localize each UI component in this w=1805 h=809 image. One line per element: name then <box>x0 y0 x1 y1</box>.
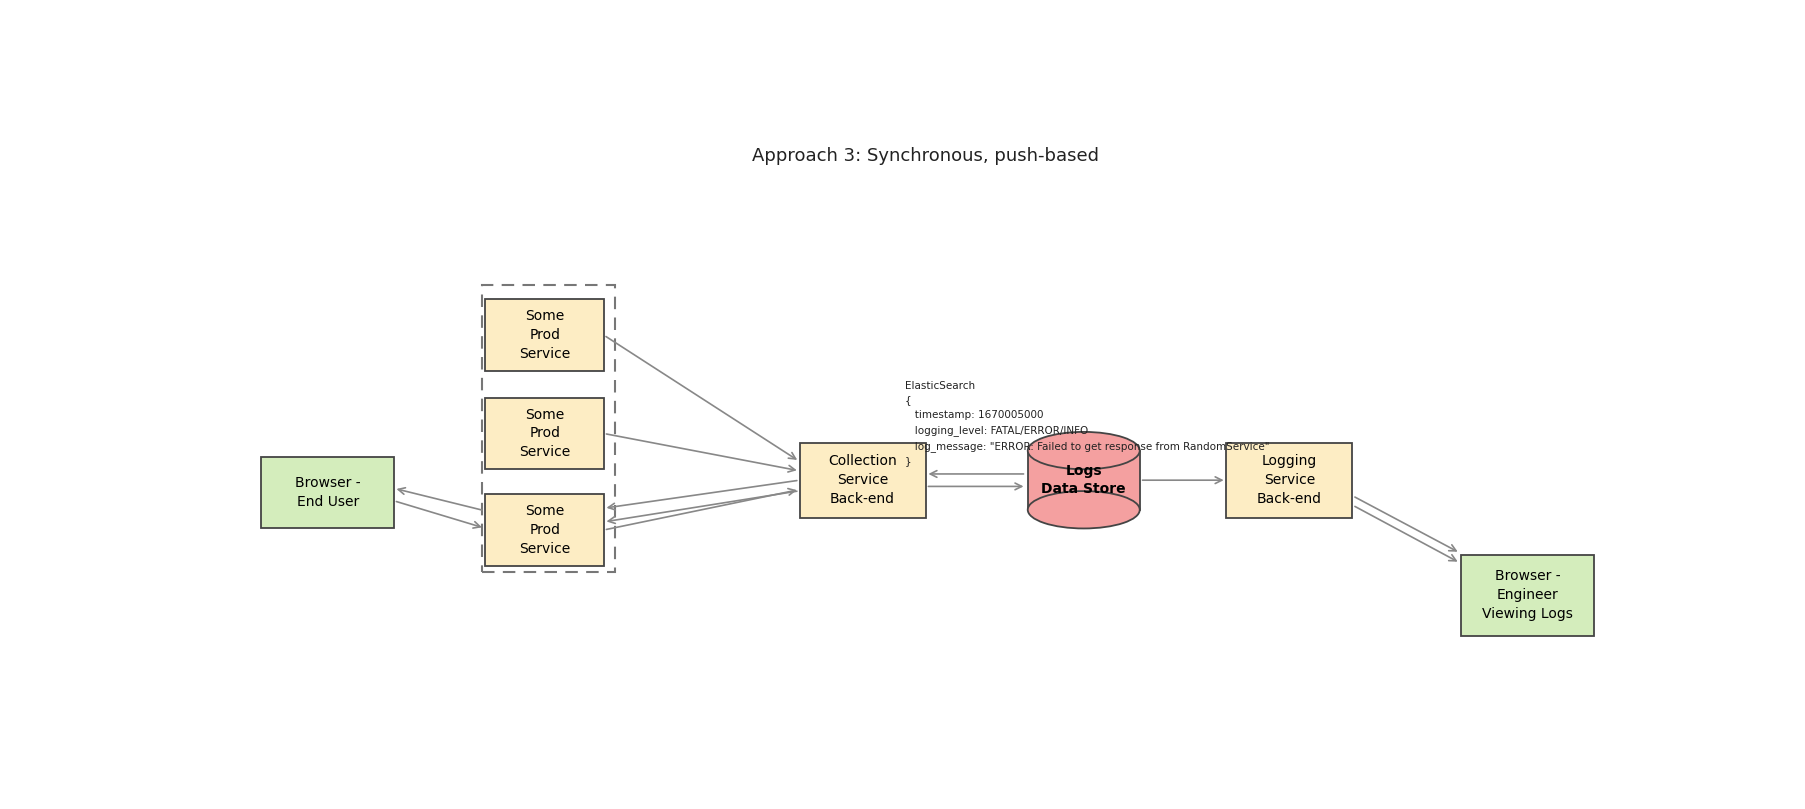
Text: ElasticSearch
{
   timestamp: 1670005000
   logging_level: FATAL/ERROR/INFO
   l: ElasticSearch { timestamp: 1670005000 lo… <box>904 380 1269 466</box>
FancyBboxPatch shape <box>486 398 605 469</box>
Text: Collection
Service
Back-end: Collection Service Back-end <box>828 454 897 506</box>
Text: Some
Prod
Service: Some Prod Service <box>520 309 570 361</box>
Text: Logs
Data Store: Logs Data Store <box>1041 464 1126 497</box>
FancyBboxPatch shape <box>262 457 393 528</box>
Text: Logging
Service
Back-end: Logging Service Back-end <box>1256 454 1321 506</box>
Text: Browser -
Engineer
Viewing Logs: Browser - Engineer Viewing Logs <box>1482 570 1572 621</box>
Text: Approach 3: Synchronous, push-based: Approach 3: Synchronous, push-based <box>751 147 1099 165</box>
FancyBboxPatch shape <box>486 494 605 565</box>
Text: Some
Prod
Service: Some Prod Service <box>520 408 570 460</box>
FancyBboxPatch shape <box>1226 443 1352 518</box>
Text: Some
Prod
Service: Some Prod Service <box>520 504 570 556</box>
Ellipse shape <box>1027 491 1139 528</box>
FancyBboxPatch shape <box>1460 555 1594 636</box>
FancyBboxPatch shape <box>1027 451 1139 510</box>
Text: Browser -
End User: Browser - End User <box>294 477 361 509</box>
FancyBboxPatch shape <box>800 443 926 518</box>
FancyBboxPatch shape <box>486 299 605 371</box>
Ellipse shape <box>1027 432 1139 469</box>
